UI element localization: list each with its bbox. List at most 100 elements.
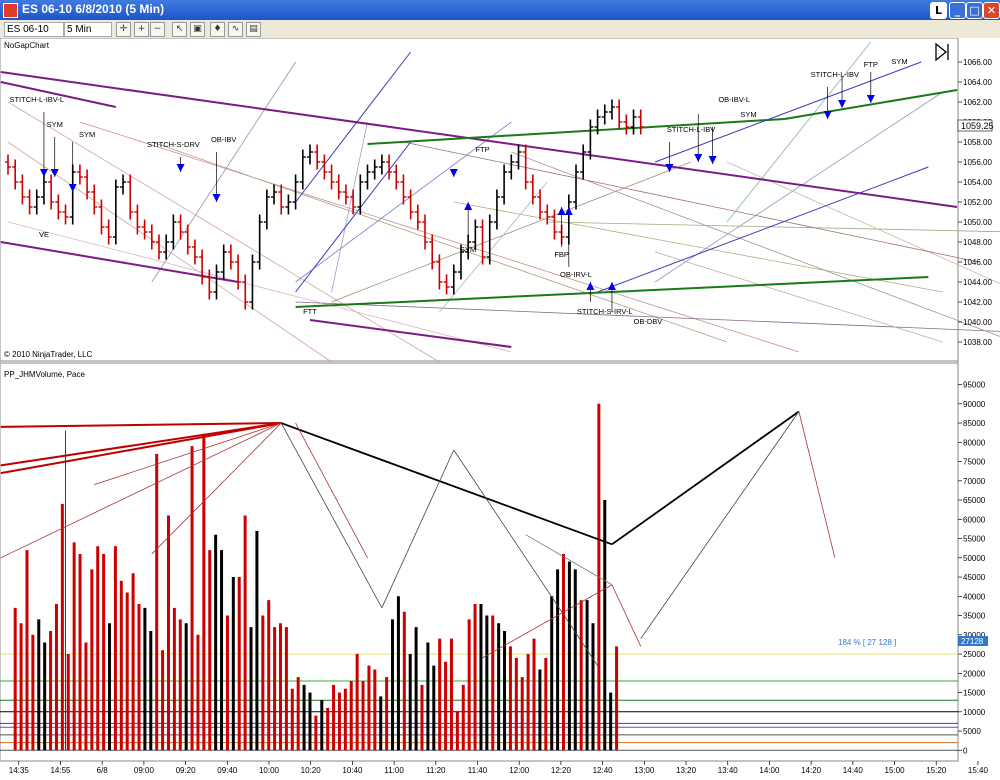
crosshair-icon[interactable]: ✛ <box>116 22 131 37</box>
time-tick-label: 11:40 <box>468 766 488 775</box>
signal-label: SYM <box>460 245 476 254</box>
signal-label: FTP <box>475 145 489 154</box>
scroll-end-icon[interactable] <box>935 42 949 62</box>
volume-tick-label: 75000 <box>963 458 986 467</box>
resistance-line <box>0 71 958 208</box>
price-tick-label: 1046.00 <box>963 258 992 267</box>
blue-channel-line <box>295 141 412 293</box>
app-icon <box>3 3 18 18</box>
time-tick-label: 13:00 <box>634 766 655 775</box>
volume-axis: 95000 90000 85000 80000 75000 70000 65000 60000… <box>958 381 986 755</box>
time-tick-label: 09:20 <box>176 766 197 775</box>
volume-tick-label: 65000 <box>963 496 986 505</box>
price-tick-label: 1058.00 <box>963 138 992 147</box>
volume-tick-label: 15000 <box>963 689 986 698</box>
signal-arrow-icon <box>176 164 185 172</box>
volume-tick-label: 80000 <box>963 438 986 447</box>
volume-tick-label: 90000 <box>963 400 986 409</box>
price-tick-label: 1038.00 <box>963 338 992 347</box>
price-panel-title: NoGapChart <box>4 41 50 50</box>
signal-arrow-icon <box>694 154 703 162</box>
signal-arrow-icon <box>564 207 573 215</box>
pace-line <box>611 410 800 546</box>
volume-panel-title: PP_JHMVolume, Pace <box>4 370 85 379</box>
last-volume-text: 27128 <box>961 637 984 646</box>
signal-label: STITCH-L-IBV-L <box>9 95 64 104</box>
signal-arrow-icon <box>708 156 717 164</box>
signal-arrow-icon <box>557 207 566 215</box>
chart-style-icon[interactable]: ▤ <box>246 22 261 37</box>
zoom-in-icon[interactable]: + <box>134 22 149 37</box>
time-tick-label: 14:35 <box>9 766 30 775</box>
indicators-icon[interactable]: ∿ <box>228 22 243 37</box>
blue-channel-line <box>654 61 922 163</box>
chart-toolbar: ES 06-10 5 Min ✛ + − ↖ ▣ ♦ ∿ ▤ <box>0 20 1000 39</box>
volume-tick-label: 95000 <box>963 381 986 390</box>
fan-line <box>7 221 512 353</box>
signal-label: STITCH-L-IBV <box>811 70 859 79</box>
minimize-button[interactable]: _ <box>949 2 966 19</box>
signal-label: FTP <box>864 60 878 69</box>
signal-arrow-icon <box>866 95 875 103</box>
signal-arrow-icon <box>823 111 832 119</box>
time-tick-label: 6/8 <box>97 766 109 775</box>
fan-line <box>331 161 692 303</box>
pace-line <box>453 449 598 666</box>
fan-line <box>547 221 1000 233</box>
signal-arrow-icon <box>68 184 77 192</box>
time-tick-label: 14:20 <box>801 766 822 775</box>
window-titlebar: ES 06-10 6/8/2010 (5 Min) L _ □ ✕ <box>0 0 1000 20</box>
volume-tick-label: 0 <box>963 746 968 755</box>
fan-line <box>726 161 1000 284</box>
link-button[interactable]: L <box>930 2 947 19</box>
pace-line <box>0 422 282 428</box>
pace-line <box>0 422 282 467</box>
fan-line <box>511 151 1000 337</box>
time-tick-label: 09:40 <box>217 766 238 775</box>
magenta-line <box>0 241 239 283</box>
volume-tick-label: 30000 <box>963 631 986 640</box>
maximize-button[interactable]: □ <box>966 2 983 19</box>
price-tick-label: 1050.00 <box>963 218 992 227</box>
pace-line <box>381 449 455 609</box>
properties-icon[interactable]: ▣ <box>190 22 205 37</box>
time-tick-label: 10:00 <box>259 766 280 775</box>
signal-arrow-icon <box>838 100 847 108</box>
fan-line <box>151 61 296 283</box>
fan-line <box>654 251 943 343</box>
signal-label: OB-IRV-L <box>560 270 592 279</box>
pace-line <box>0 422 282 559</box>
instrument-selector[interactable]: ES 06-10 <box>4 22 64 37</box>
blue-channel-line <box>597 166 929 293</box>
price-tick-label: 1052.00 <box>963 198 992 207</box>
pace-line <box>151 422 282 555</box>
magenta-line <box>309 319 512 348</box>
price-axis: 1066.001064.001062.001060.001058.001056.… <box>958 58 992 347</box>
price-tick-label: 1044.00 <box>963 278 992 287</box>
last-price-marker <box>957 119 993 132</box>
draw-pointer-icon[interactable]: ↖ <box>172 22 187 37</box>
fan-line <box>654 91 943 283</box>
fan-line <box>439 181 548 313</box>
zoom-out-icon[interactable]: − <box>150 22 165 37</box>
interval-selector[interactable]: 5 Min <box>64 22 112 37</box>
pace-line <box>0 422 282 475</box>
volume-tick-label: 70000 <box>963 477 986 486</box>
volume-tick-label: 50000 <box>963 554 986 563</box>
signal-arrow-icon <box>39 169 48 177</box>
chart-area[interactable]: NoGapChart © 2010 NinjaTrader, LLC PP_JH… <box>0 38 1000 780</box>
strategies-icon[interactable]: ♦ <box>210 22 225 37</box>
fan-line <box>151 141 728 343</box>
pace-line <box>640 411 800 639</box>
signal-label: VE <box>39 230 49 239</box>
time-tick-label: 14:00 <box>759 766 780 775</box>
signal-arrow-icon <box>665 164 674 172</box>
price-tick-label: 1054.00 <box>963 178 992 187</box>
blue-channel-line <box>295 51 412 203</box>
time-tick-label: 12:40 <box>593 766 614 775</box>
fan-line <box>331 121 368 293</box>
time-tick-label: 09:00 <box>134 766 155 775</box>
signal-label: STITCH-L-IBV <box>667 125 715 134</box>
time-axis: 14:35 14:55 6/8 09:00 09:20 09:40 10:00 10:20 10… <box>9 761 988 775</box>
close-button[interactable]: ✕ <box>983 2 1000 19</box>
